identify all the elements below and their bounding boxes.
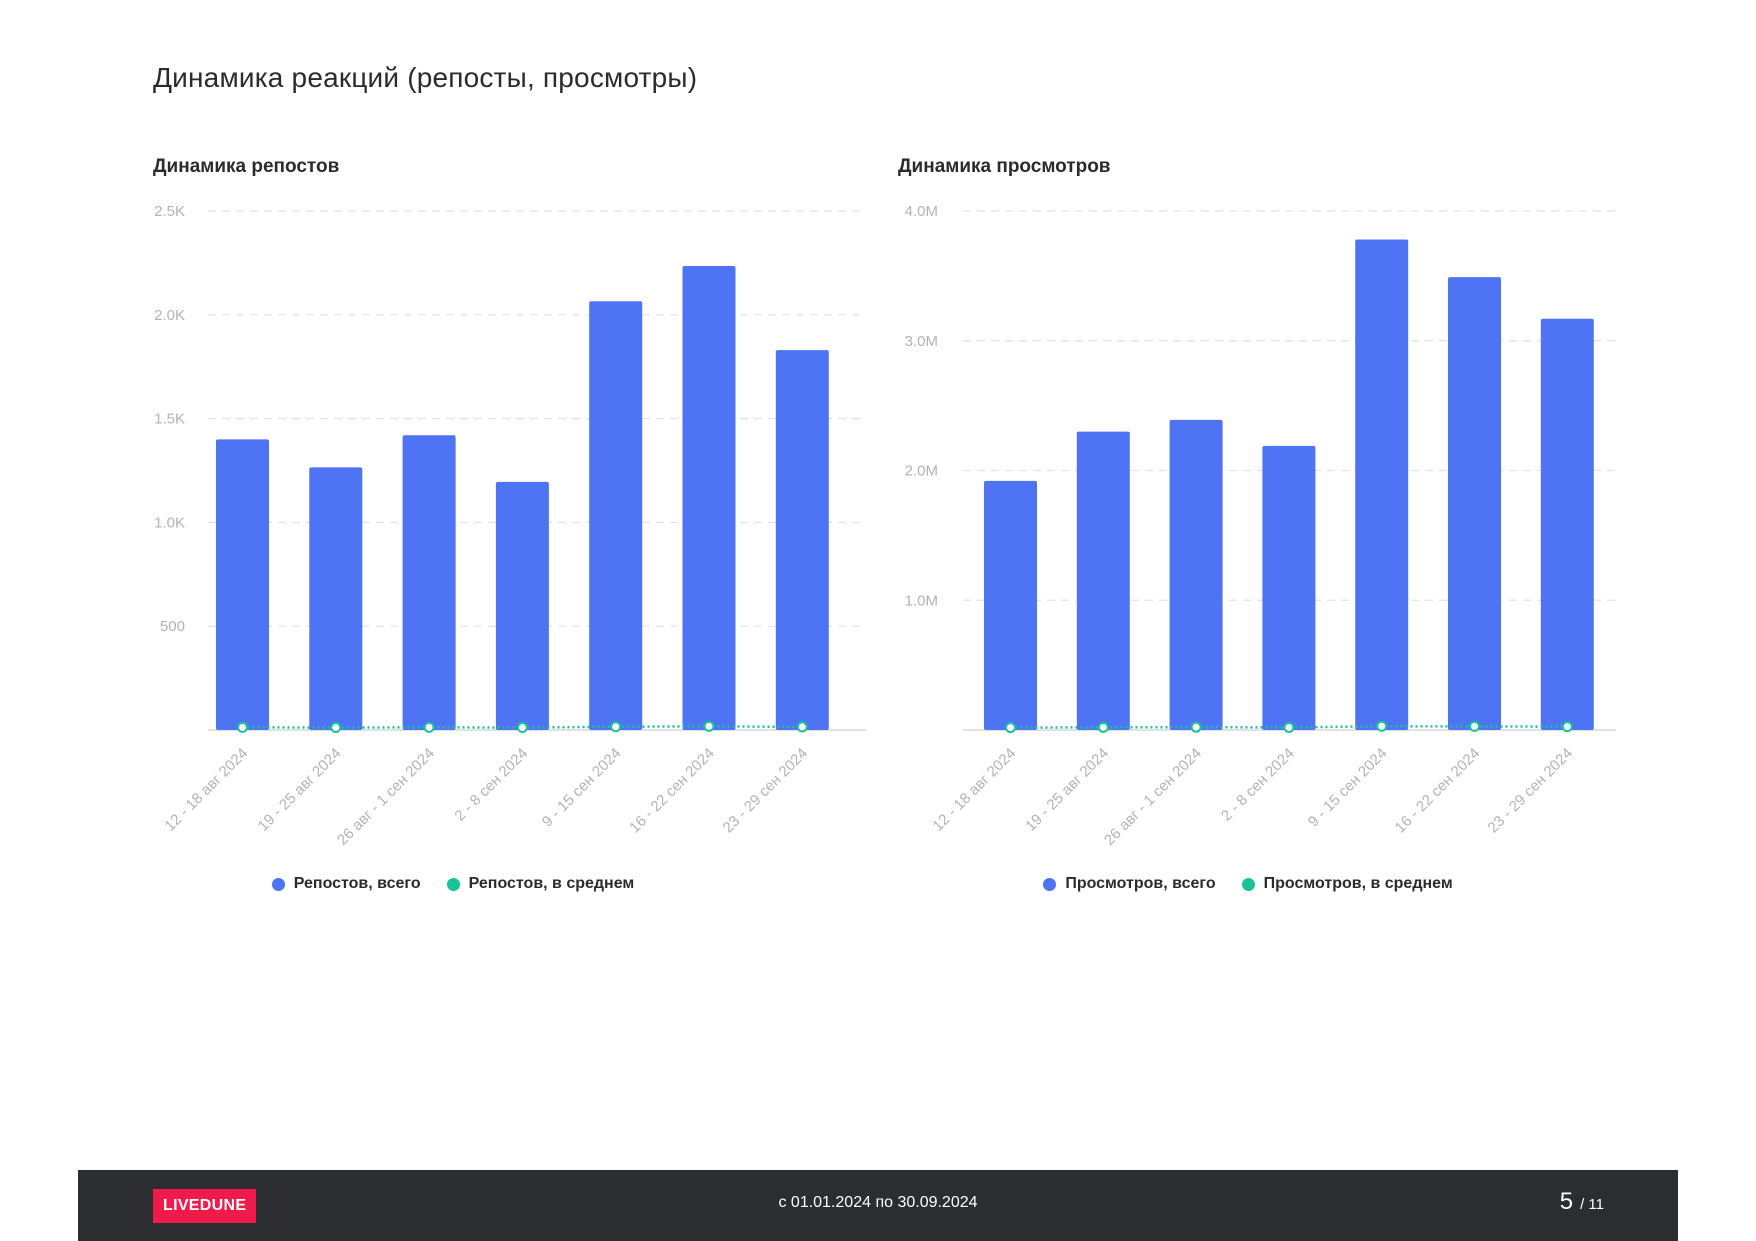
bar [1448, 277, 1501, 730]
y-tick-label: 3.0M [905, 333, 938, 350]
legend-item-views-total[interactable]: Просмотров, всего [1043, 875, 1216, 893]
reposts-chart-title: Динамика репостов [153, 156, 340, 177]
bar [1355, 239, 1409, 731]
bar [984, 480, 1037, 730]
legend-dot-icon [1241, 877, 1255, 891]
page-counter: 5 / 11 [1560, 1188, 1604, 1216]
average-point [1005, 722, 1016, 734]
average-point [1561, 721, 1573, 733]
bar [775, 350, 829, 730]
average-point [1190, 721, 1202, 733]
page-total: / 11 [1580, 1196, 1604, 1213]
footer-bar: LIVEDUNE с 01.01.2024 по 30.09.2024 5 / … [78, 1170, 1678, 1241]
average-point [330, 722, 342, 734]
x-tick-label: 2 - 8 сен 2024 [1218, 745, 1298, 825]
y-tick-label: 2.0M [905, 463, 938, 480]
y-tick-label: 1.0K [154, 514, 185, 531]
legend-label: Репостов, всего [293, 875, 421, 892]
y-tick-label: 500 [160, 618, 185, 635]
x-tick-label: 19 - 25 авг 2024 [1022, 745, 1112, 835]
views-chart-panel: Динамика просмотров 1.0M 2.0M 3.0M 4.0M 12 -… [898, 150, 1618, 910]
average-point [1376, 720, 1388, 732]
y-tick-label: 1.0M [905, 592, 938, 609]
x-tick-label: 26 авг - 1 сен 2024 [1101, 745, 1205, 849]
average-point [1469, 720, 1480, 732]
bar [589, 301, 643, 730]
legend-dot-icon [271, 877, 285, 891]
average-point [237, 721, 248, 733]
y-tick-label: 2.5K [154, 203, 185, 220]
page-title: Динамика реакций (репосты, просмотры) [153, 62, 698, 93]
reposts-chart-panel: Динамика репостов 500 1.0K 1.5K 2.0K 2.5K 12 … [153, 150, 873, 910]
livedune-logo: LIVEDUNE [153, 1189, 257, 1223]
y-tick-label: 2.0K [154, 307, 185, 324]
views-chart-title: Динамика просмотров [898, 156, 1111, 177]
legend-item-reposts-total[interactable]: Репостов, всего [271, 875, 421, 893]
bar [402, 435, 456, 730]
x-tick-label: 9 - 15 сен 2024 [1305, 745, 1391, 831]
average-point [516, 722, 528, 734]
bar [1076, 431, 1130, 730]
bar [682, 266, 736, 730]
legend-label: Репостов, в среднем [468, 875, 635, 892]
legend-dot-icon [446, 877, 460, 891]
average-point [703, 720, 715, 732]
views-legend: Просмотров, всего Просмотров, в среднем [898, 875, 1598, 893]
legend-item-reposts-average[interactable]: Репостов, в среднем [446, 875, 635, 893]
average-point [1283, 721, 1295, 733]
legend-label: Просмотров, всего [1065, 875, 1216, 892]
bar [1540, 318, 1594, 730]
bar [1169, 419, 1223, 730]
legend-label: Просмотров, в среднем [1263, 875, 1453, 892]
average-point [1097, 721, 1109, 733]
bar [309, 467, 363, 730]
bar [216, 439, 269, 730]
reposts-legend: Репостов, всего Репостов, в среднем [153, 875, 753, 893]
average-point [423, 721, 435, 733]
y-tick-label: 4.0M [905, 203, 938, 220]
x-tick-label: 16 - 22 сен 2024 [1392, 745, 1484, 837]
x-tick-label: 23 - 29 сен 2024 [1485, 745, 1577, 837]
average-point [796, 721, 808, 733]
bar [1262, 445, 1316, 730]
x-tick-label: 12 - 18 авг 2024 [929, 745, 1019, 835]
page-current: 5 [1559, 1188, 1574, 1215]
report-period: с 01.01.2024 по 30.09.2024 [778, 1194, 978, 1211]
bar [495, 481, 549, 730]
y-tick-label: 1.5K [154, 411, 185, 428]
average-point [610, 721, 622, 733]
legend-item-views-average[interactable]: Просмотров, в среднем [1241, 875, 1453, 893]
legend-dot-icon [1043, 877, 1057, 891]
